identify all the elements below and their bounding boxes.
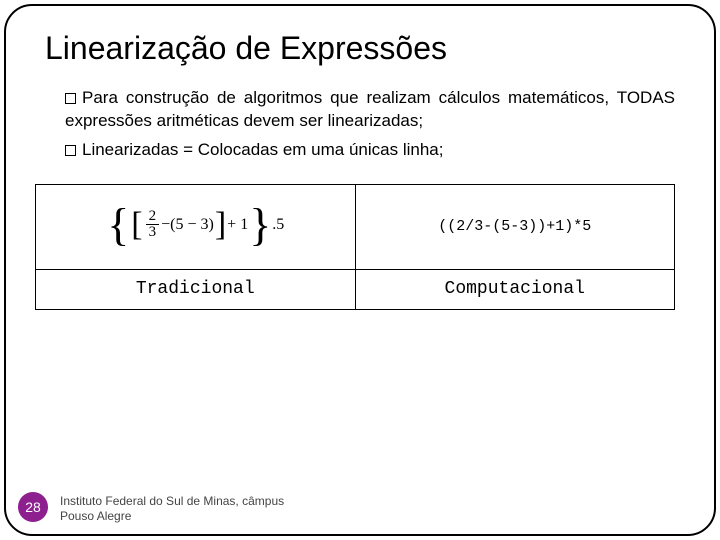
plus-tail: + 1 xyxy=(227,216,248,234)
bullet-list: Para construção de algoritmos que realiz… xyxy=(65,87,675,162)
inner-paren: (5 − 3) xyxy=(170,216,214,234)
cell-computational-expr: ((2/3-(5-3))+1)*5 xyxy=(355,184,675,269)
page-number: 28 xyxy=(25,499,41,515)
footer-line: Instituto Federal do Sul de Minas, câmpu… xyxy=(60,494,284,509)
footer: Instituto Federal do Sul de Minas, câmpu… xyxy=(60,494,284,524)
fraction: 2 3 xyxy=(146,209,160,240)
table-row: { [ 2 3 − (5 − 3) ] + 1 } .5 ((2/3-(5-3)… xyxy=(36,184,675,269)
square-bullet-icon xyxy=(65,93,76,104)
math-expression: { [ 2 3 − (5 − 3) ] + 1 } .5 xyxy=(106,209,284,240)
cell-label-traditional: Tradicional xyxy=(36,269,356,309)
footer-line: Pouso Alegre xyxy=(60,509,284,524)
square-bullet-icon xyxy=(65,145,76,156)
minus-sign: − xyxy=(161,216,170,234)
bullet-text: Para construção de algoritmos que realiz… xyxy=(65,88,675,130)
slide-title: Linearização de Expressões xyxy=(45,30,675,67)
page-number-badge: 28 xyxy=(18,492,48,522)
comparison-table: { [ 2 3 − (5 − 3) ] + 1 } .5 ((2/3-(5-3)… xyxy=(35,184,675,310)
dot-five: .5 xyxy=(272,216,284,234)
fraction-numerator: 2 xyxy=(146,209,160,225)
bullet-item: Linearizadas = Colocadas em uma únicas l… xyxy=(65,139,675,162)
bullet-item: Para construção de algoritmos que realiz… xyxy=(65,87,675,133)
fraction-denominator: 3 xyxy=(146,225,160,240)
cell-traditional-expr: { [ 2 3 − (5 − 3) ] + 1 } .5 xyxy=(36,184,356,269)
slide-content: Linearização de Expressões Para construç… xyxy=(45,30,675,310)
bullet-text: Linearizadas = Colocadas em uma únicas l… xyxy=(82,140,443,159)
cell-label-computational: Computacional xyxy=(355,269,675,309)
table-row: Tradicional Computacional xyxy=(36,269,675,309)
